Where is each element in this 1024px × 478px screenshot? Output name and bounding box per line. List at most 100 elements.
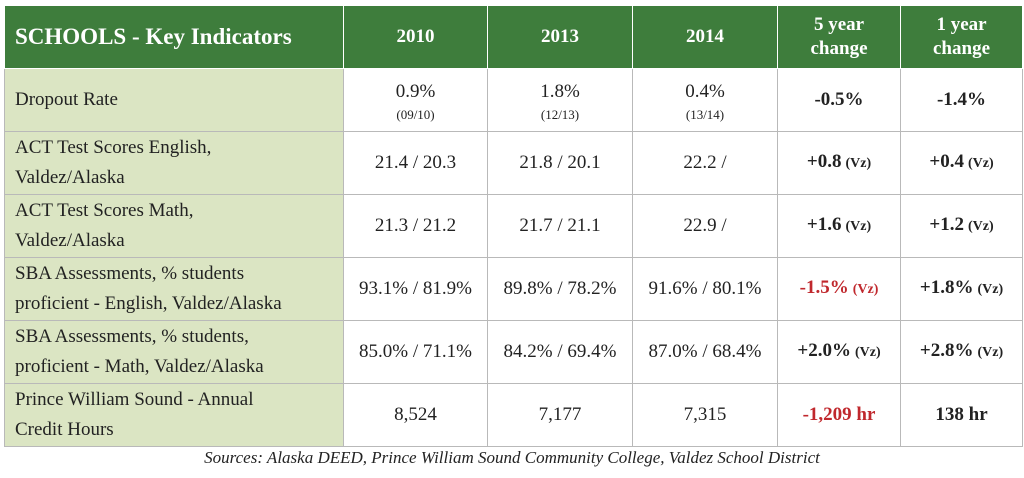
- row-label: Dropout Rate: [4, 68, 344, 132]
- cell-value: +1.8%: [919, 277, 974, 298]
- header-text: 2014: [686, 26, 724, 47]
- value-cell: 22.9 /: [632, 194, 778, 258]
- change-cell: -1,209 hr: [777, 383, 901, 447]
- change-cell: +1.2 (Vz): [900, 194, 1023, 258]
- row-label-text: ACT Test Scores English,: [15, 137, 212, 158]
- cell-value: +2.8%: [919, 340, 974, 361]
- cell-value: -0.5%: [814, 89, 864, 110]
- header-text: change: [810, 38, 868, 59]
- value-cell: 93.1% / 81.9%: [343, 257, 488, 321]
- change-cell: +0.4 (Vz): [900, 131, 1023, 195]
- value-cell: 8,524: [343, 383, 488, 447]
- row-label: SBA Assessments, % students, proficient -…: [4, 320, 344, 384]
- header-text: 5 year: [813, 14, 865, 35]
- cell-value: +1.2: [929, 214, 964, 235]
- change-cell: 138 hr: [900, 383, 1023, 447]
- cell-value: -1.5%: [799, 277, 849, 298]
- row-label-text: SBA Assessments, % students: [15, 263, 245, 284]
- row-label-text: SBA Assessments, % students,: [15, 326, 249, 347]
- cell-value: 0.4%: [685, 81, 725, 102]
- header-cell: 2010: [343, 5, 488, 69]
- value-cell: 21.8 / 20.1: [487, 131, 633, 195]
- row-label-text: proficient - Math, Valdez/Alaska: [15, 356, 264, 377]
- change-cell: +2.8% (Vz): [900, 320, 1023, 384]
- cell-value: 22.9 /: [683, 215, 727, 236]
- cell-value: 87.0% / 68.4%: [648, 341, 762, 362]
- cell-value: 21.7 / 21.1: [519, 215, 601, 236]
- value-cell: 7,315: [632, 383, 778, 447]
- cell-value: 22.2 /: [683, 152, 727, 173]
- value-cell: 21.7 / 21.1: [487, 194, 633, 258]
- header-text: 2013: [541, 26, 579, 47]
- change-cell: -0.5%: [777, 68, 901, 132]
- header-cell: 2014: [632, 5, 778, 69]
- row-label-text: Dropout Rate: [15, 89, 118, 110]
- change-cell: +0.8 (Vz): [777, 131, 901, 195]
- value-cell: 87.0% / 68.4%: [632, 320, 778, 384]
- table-row: Dropout Rate 0.9% (09/10) 1.8% (12/13) 0.4% (1…: [4, 68, 1023, 132]
- cell-value: 7,315: [683, 404, 727, 425]
- value-cell: 91.6% / 80.1%: [632, 257, 778, 321]
- row-label-text: Valdez/Alaska: [15, 167, 125, 188]
- row-label: SBA Assessments, % students proficient - …: [4, 257, 344, 321]
- cell-value: 89.8% / 78.2%: [503, 278, 617, 299]
- value-cell: 1.8% (12/13): [487, 68, 633, 132]
- value-cell: 0.4% (13/14): [632, 68, 778, 132]
- table-row: ACT Test Scores English, Valdez/Alaska 21.…: [4, 131, 1023, 195]
- row-label: ACT Test Scores English, Valdez/Alaska: [4, 131, 344, 195]
- table-row: ACT Test Scores Math, Valdez/Alaska 21.3 /…: [4, 194, 1023, 258]
- cell-value: +0.4: [929, 151, 964, 172]
- value-cell: 21.3 / 21.2: [343, 194, 488, 258]
- value-cell: 22.2 /: [632, 131, 778, 195]
- change-cell: -1.5% (Vz): [777, 257, 901, 321]
- source-note: Sources: Alaska DEED, Prince William Sou…: [204, 448, 820, 467]
- cell-value: +0.8: [806, 151, 842, 172]
- cell-value: 85.0% / 71.1%: [359, 341, 472, 362]
- row-label-text: Valdez/Alaska: [15, 230, 125, 251]
- cell-value: 21.4 / 20.3: [374, 152, 457, 173]
- cell-note: (Vz): [977, 345, 1004, 360]
- cell-note: (12/13): [540, 107, 580, 122]
- row-label-text: Prince William Sound - Annual: [15, 389, 254, 410]
- change-cell: +2.0% (Vz): [777, 320, 901, 384]
- header-cell: 2013: [487, 5, 633, 69]
- header-text: 1 year: [936, 14, 987, 35]
- change-cell: -1.4%: [900, 68, 1023, 132]
- change-cell: +1.8% (Vz): [900, 257, 1023, 321]
- change-cell: +1.6 (Vz): [777, 194, 901, 258]
- cell-value: 138 hr: [935, 404, 988, 425]
- table-row: SBA Assessments, % students proficient - …: [4, 257, 1023, 321]
- cell-value: -1,209 hr: [802, 404, 876, 425]
- header-text: 2010: [396, 26, 435, 47]
- row-label: ACT Test Scores Math, Valdez/Alaska: [4, 194, 344, 258]
- cell-value: 91.6% / 80.1%: [648, 278, 762, 299]
- row-label-text: proficient - English, Valdez/Alaska: [15, 293, 282, 314]
- header-text: change: [933, 38, 990, 59]
- row-label-text: ACT Test Scores Math,: [15, 200, 194, 221]
- cell-value: 21.8 / 20.1: [519, 152, 601, 173]
- cell-note: (Vz): [967, 219, 994, 234]
- cell-note: (Vz): [845, 156, 872, 171]
- cell-value: 0.9%: [395, 81, 436, 102]
- cell-value: 21.3 / 21.2: [374, 215, 457, 236]
- cell-value: 93.1% / 81.9%: [359, 278, 472, 299]
- table-body: Dropout Rate 0.9% (09/10) 1.8% (12/13) 0.4% (1…: [4, 68, 1023, 447]
- cell-note: (13/14): [685, 107, 725, 122]
- header-cell: 1 year change: [900, 5, 1023, 69]
- table-row: SBA Assessments, % students, proficient -…: [4, 320, 1023, 384]
- cell-value: 84.2% / 69.4%: [503, 341, 617, 362]
- cell-note: (Vz): [854, 345, 881, 360]
- value-cell: 85.0% / 71.1%: [343, 320, 488, 384]
- indicator-table: SCHOOLS - Key Indicators 2010 2013 2014 5 ye…: [4, 5, 1023, 447]
- cell-note: (Vz): [977, 282, 1004, 297]
- value-cell: 21.4 / 20.3: [343, 131, 488, 195]
- cell-value: -1.4%: [936, 89, 987, 110]
- value-cell: 7,177: [487, 383, 633, 447]
- header-cell: SCHOOLS - Key Indicators: [4, 5, 344, 69]
- header-text: SCHOOLS - Key Indicators: [15, 24, 292, 49]
- cell-value: 1.8%: [540, 81, 580, 102]
- header-row: SCHOOLS - Key Indicators 2010 2013 2014 5 ye…: [4, 5, 1023, 69]
- cell-note: (Vz): [967, 156, 994, 171]
- table-row: Prince William Sound - Annual Credit Hour…: [4, 383, 1023, 447]
- value-cell: 0.9% (09/10): [343, 68, 488, 132]
